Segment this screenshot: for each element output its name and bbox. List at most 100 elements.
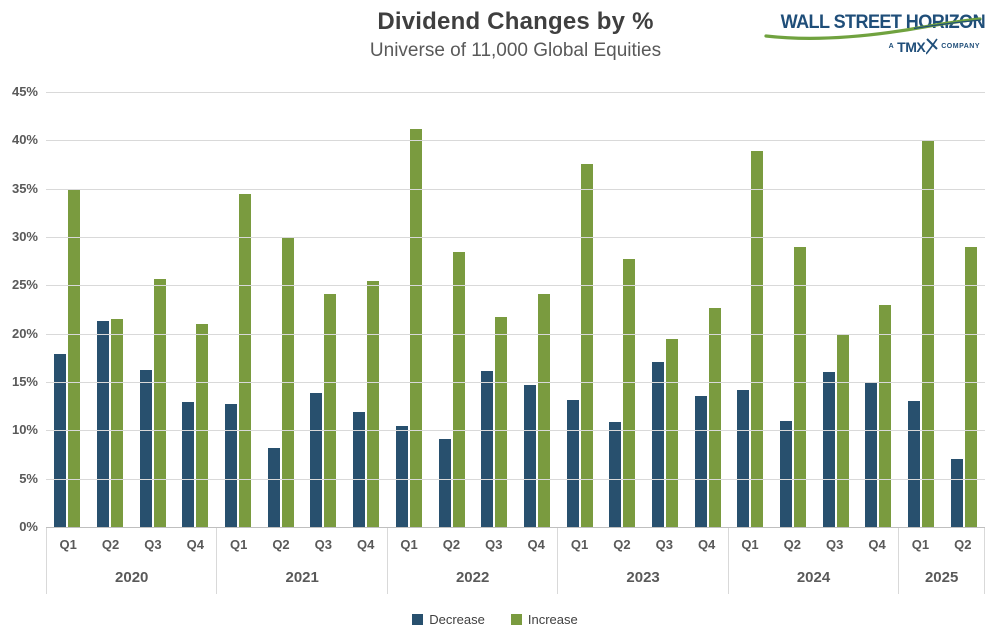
bar-decrease <box>139 370 152 527</box>
bar-increase <box>580 163 593 527</box>
quarter-slot <box>174 92 217 527</box>
gridline <box>46 478 985 480</box>
plot-area <box>46 92 985 527</box>
y-axis-label: 20% <box>11 325 38 341</box>
x-axis-quarter-row: Q1 Q2 Q3 Q4 Q1 Q2 Q3 Q4 Q1 Q2 Q3 Q4 Q1 Q2 Q3 Q4 Q1 Q2 Q3 Q4… <box>46 527 985 561</box>
bar-increase <box>793 246 806 527</box>
quarter-group-2022: Q1 Q2 Q3 Q4 <box>386 528 557 561</box>
legend-item-decrease: Decrease <box>412 612 485 627</box>
bar-decrease <box>865 382 878 527</box>
quarter-slot <box>814 92 857 527</box>
y-axis-label: 35% <box>11 180 38 196</box>
bar-increase <box>665 339 678 527</box>
quarter-slot <box>942 92 985 527</box>
gridline <box>46 285 985 287</box>
year-group-2021 <box>217 92 388 527</box>
bar-increase <box>623 259 636 527</box>
bar-increase <box>751 150 764 527</box>
bar-decrease <box>54 353 67 527</box>
quarter-slot <box>857 92 900 527</box>
quarter-label: Q1 <box>400 537 418 552</box>
bar-decrease <box>481 371 494 527</box>
bar-decrease <box>310 392 323 527</box>
bar-decrease <box>395 425 408 527</box>
quarter-slot <box>601 92 644 527</box>
bar-increase <box>153 278 166 527</box>
quarter-label: Q3 <box>314 537 333 552</box>
wall-street-horizon-logo: WALL STREET HORIZON A TMX COMPANY <box>764 12 986 66</box>
quarter-slot <box>430 92 473 527</box>
y-axis-label: 0% <box>19 519 38 534</box>
bar-increase <box>111 319 124 527</box>
quarter-group-2020: Q1 Q2 Q3 Q4 <box>46 528 216 561</box>
tagline-tmx: TMX <box>897 38 926 55</box>
quarter-label: Q2 <box>613 537 631 552</box>
quarter-label: Q4 <box>186 537 204 552</box>
quarter-label: Q2 <box>783 537 802 552</box>
chart-subtitle: Universe of 11,000 Global Equities <box>369 40 662 61</box>
bar-decrease <box>523 384 536 527</box>
quarter-slot <box>302 92 345 527</box>
quarter-slot <box>729 92 772 527</box>
tmx-x-icon <box>926 38 938 55</box>
y-axis: 0% 5% 10% 15% 20% 25% 30% 35% 40% 45% <box>0 84 38 534</box>
bar-increase <box>239 193 252 527</box>
quarter-label: Q1 <box>59 537 77 552</box>
legend-label-increase: Increase <box>527 612 578 627</box>
bar-decrease <box>225 404 238 527</box>
quarter-label: Q3 <box>485 537 503 552</box>
quarter-slot <box>516 92 559 527</box>
bar-increase <box>495 317 508 527</box>
y-axis-label: 5% <box>19 470 38 486</box>
year-group-2023 <box>558 92 729 527</box>
gridline <box>46 188 985 190</box>
year-group-2024 <box>729 92 900 527</box>
y-axis-label: 40% <box>11 132 38 148</box>
quarter-label: Q4 <box>527 537 545 552</box>
quarter-label: Q4 <box>868 537 886 552</box>
year-label-2024: 2024 <box>727 561 898 594</box>
bar-decrease <box>694 395 707 527</box>
bar-increase <box>68 188 81 527</box>
quarter-label: Q2 <box>101 537 120 552</box>
legend-label-decrease: Decrease <box>429 612 485 627</box>
gridline <box>46 333 985 335</box>
bar-decrease <box>779 420 792 527</box>
quarter-label: Q3 <box>655 537 673 552</box>
year-label-2020: 2020 <box>46 561 216 594</box>
bar-increase <box>537 294 550 527</box>
bar-increase <box>879 304 892 527</box>
quarter-group-2023: Q1 Q2 Q3 Q4 <box>557 528 727 561</box>
bar-decrease <box>737 389 750 527</box>
bar-increase <box>708 307 721 527</box>
quarter-label: Q4 <box>697 537 716 552</box>
bar-decrease <box>97 321 110 527</box>
y-axis-label: 10% <box>11 422 38 438</box>
bar-increase <box>964 246 977 527</box>
logo-brand-text: WALL STREET HORIZON <box>780 12 986 33</box>
quarter-label: Q1 <box>911 537 930 552</box>
chart-title: Dividend Changes by % <box>377 8 654 35</box>
bars-container <box>46 92 985 527</box>
quarter-label: Q3 <box>826 537 844 552</box>
x-axis: Q1 Q2 Q3 Q4 Q1 Q2 Q3 Q4 Q1 Q2 Q3 Q4 Q1 Q2 Q3 Q4 Q1 Q2 Q3 Q4… <box>46 527 985 594</box>
quarter-slot <box>772 92 815 527</box>
bar-decrease <box>438 439 451 527</box>
quarter-slot <box>46 92 89 527</box>
gridline <box>46 430 985 432</box>
tagline-suffix: COMPANY <box>941 43 980 50</box>
y-axis-label: 15% <box>11 373 38 389</box>
quarter-label: Q1 <box>229 537 248 552</box>
quarter-slot <box>387 92 430 527</box>
quarter-slot <box>644 92 687 527</box>
quarter-slot <box>217 92 260 527</box>
bar-increase <box>367 281 380 527</box>
tagline-prefix: A <box>888 43 895 50</box>
x-axis-year-row: 2020 2021 2022 2023 2024 2025 <box>46 561 985 594</box>
quarter-slot <box>900 92 943 527</box>
gridline <box>46 92 985 93</box>
quarter-label: Q3 <box>144 537 162 552</box>
year-group-2022 <box>387 92 558 527</box>
bar-decrease <box>353 411 366 527</box>
